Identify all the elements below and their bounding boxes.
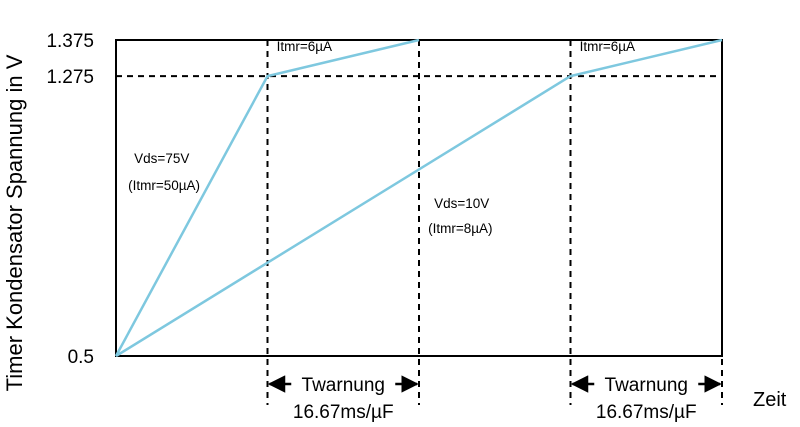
y-tick-label-2: 1.375 [46, 31, 94, 52]
x-axis-label: Zeit [753, 389, 787, 411]
annotation-5: Itmr=6µA [580, 39, 635, 54]
span-0: Twarnung 16.67ms/µF [267, 375, 419, 423]
span-1: Twarnung 16.67ms/µF [570, 375, 722, 423]
y-axis-label: Timer Kondensator Spannung in V [2, 54, 27, 391]
annotation-2: Itmr=6µA [277, 39, 332, 54]
annotation-1: (Itmr=50µA) [128, 178, 200, 193]
annotation-4: (Itmr=8µA) [428, 221, 492, 236]
span-sublabel-1: 16.67ms/µF [596, 402, 697, 423]
span-label-0: Twarnung [302, 375, 385, 396]
annotation-3: Vds=10V [434, 196, 489, 211]
span-sublabel-0: 16.67ms/µF [293, 402, 394, 423]
y-tick-label-1: 1.275 [46, 67, 94, 88]
annotation-0: Vds=75V [134, 151, 189, 166]
y-tick-label-0: 0.5 [68, 347, 94, 368]
span-label-1: Twarnung [605, 375, 688, 396]
